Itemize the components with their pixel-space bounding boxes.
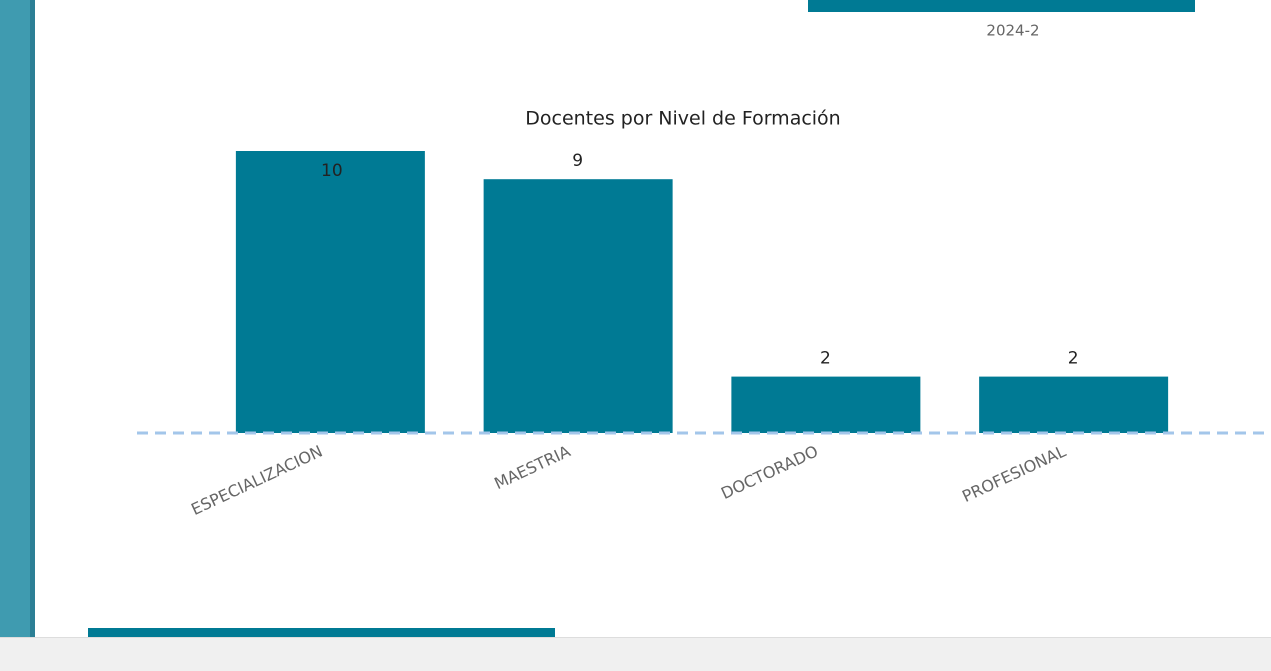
x-tick-label: ESPECIALIZACION bbox=[188, 441, 325, 518]
bar bbox=[731, 376, 921, 433]
period-label: 2024-2 bbox=[986, 22, 1039, 40]
side-strip-edge bbox=[30, 0, 35, 637]
period-tab[interactable] bbox=[808, 0, 1195, 12]
data-label: 9 bbox=[572, 151, 583, 171]
data-label: 10 bbox=[321, 161, 343, 181]
bar bbox=[979, 376, 1169, 433]
data-label: 2 bbox=[820, 349, 831, 369]
bar bbox=[483, 179, 673, 433]
plot: 10 ESPECIALIZACION 9 MAESTRIA 2 DOCTORADO 2 PRO… bbox=[188, 151, 1169, 519]
status-bar bbox=[0, 637, 1271, 671]
next-card-header bbox=[88, 628, 555, 638]
x-tick-label: DOCTORADO bbox=[718, 441, 821, 503]
bar bbox=[235, 151, 425, 433]
x-tick-label: PROFESIONAL bbox=[959, 441, 1069, 506]
data-label: 2 bbox=[1068, 349, 1079, 369]
chart-title: Docentes por Nivel de Formación bbox=[525, 108, 840, 130]
x-tick-label: MAESTRIA bbox=[491, 441, 573, 493]
side-strip bbox=[0, 0, 30, 637]
